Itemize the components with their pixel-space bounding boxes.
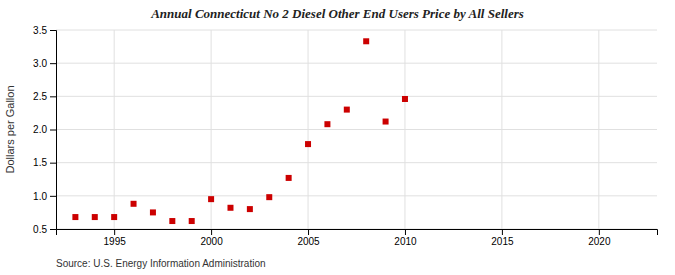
y-tick: 1.0 xyxy=(33,191,56,202)
x-grid-line xyxy=(404,30,405,229)
point xyxy=(72,214,78,220)
x-tick-label: 2010 xyxy=(394,236,417,247)
point xyxy=(150,209,156,215)
point xyxy=(305,141,311,147)
x-tick-mark xyxy=(211,229,212,235)
y-grid-line xyxy=(56,195,657,196)
y-tick-mark xyxy=(50,196,56,197)
y-tick-label: 2.5 xyxy=(33,91,47,102)
y-axis: 0.5 1.0 1.5 2.0 2.5 3.0 3.5 xyxy=(33,25,56,235)
point xyxy=(227,205,233,211)
x-tick-mark xyxy=(405,229,406,235)
y-tick-mark xyxy=(50,30,56,31)
y-tick: 3.5 xyxy=(33,25,56,36)
point xyxy=(383,119,389,125)
x-tick: 2005 xyxy=(297,229,320,247)
y-tick-label: 1.0 xyxy=(33,191,47,202)
x-grid-line xyxy=(114,30,115,229)
x-tick: 2015 xyxy=(491,229,514,247)
x-tick-label: 2000 xyxy=(200,236,223,247)
x-tick-mark xyxy=(599,229,600,235)
y-tick-label: 1.5 xyxy=(33,157,47,168)
x-tick-mark xyxy=(502,229,503,235)
y-grid-line xyxy=(56,162,657,163)
x-tick-label: 1995 xyxy=(104,236,127,247)
chart-svg: 1995 2000 2005 2010 2015 2020 0.5 1.0 1.5 2.0 2.5 3… xyxy=(0,0,675,275)
y-tick-mark xyxy=(50,163,56,164)
x-grid-line xyxy=(598,30,599,229)
point xyxy=(402,96,408,102)
point xyxy=(111,214,117,220)
y-grid-line xyxy=(56,129,657,130)
chart-container: 1995 2000 2005 2010 2015 2020 0.5 1.0 1.5 2.0 2.5 3… xyxy=(0,0,675,275)
x-tick-label: 2005 xyxy=(297,236,320,247)
y-tick-mark xyxy=(50,63,56,64)
y-tick-mark xyxy=(50,229,56,230)
x-tick-label: 2015 xyxy=(491,236,514,247)
grid xyxy=(56,30,657,229)
point xyxy=(131,201,137,207)
point xyxy=(344,107,350,113)
point xyxy=(266,194,272,200)
point xyxy=(208,196,214,202)
y-grid-line xyxy=(56,96,657,97)
x-tick: 2010 xyxy=(394,229,417,247)
y-axis-line xyxy=(50,31,57,230)
y-tick: 1.5 xyxy=(33,157,56,168)
y-tick-mark xyxy=(50,130,56,131)
title: Annual Connecticut No 2 Diesel Other End… xyxy=(150,6,524,21)
y-axis-label: Dollars per Gallon xyxy=(4,85,16,173)
y-tick-mark xyxy=(50,96,56,97)
x-axis: 1995 2000 2005 2010 2015 2020 xyxy=(57,229,658,247)
x-tick: 2020 xyxy=(588,229,611,247)
annotation: Source: U.S. Energy Information Administ… xyxy=(56,258,266,269)
x-tick-mark xyxy=(114,229,115,235)
x-tick: 1995 xyxy=(104,229,127,247)
y-grid-line xyxy=(56,63,657,64)
point xyxy=(324,121,330,127)
x-grid-line xyxy=(308,30,309,229)
point xyxy=(92,214,98,220)
x-tick-mark xyxy=(308,229,309,235)
y-grid-line xyxy=(56,30,657,31)
y-tick: 3.0 xyxy=(33,58,56,69)
x-tick-label: 2020 xyxy=(588,236,611,247)
y-tick-label: 3.0 xyxy=(33,58,47,69)
y-tick-label: 3.5 xyxy=(33,25,47,36)
plot-area: 1995 2000 2005 2010 2015 2020 0.5 1.0 1.5 2.0 2.5 3… xyxy=(33,25,657,247)
x-grid-line xyxy=(501,30,502,229)
y-tick: 0.5 xyxy=(33,224,56,235)
point xyxy=(247,206,253,212)
points xyxy=(72,38,408,224)
y-tick: 2.5 xyxy=(33,91,56,102)
y-tick-label: 2.0 xyxy=(33,124,47,135)
y-tick: 2.0 xyxy=(33,124,56,135)
y-tick-label: 0.5 xyxy=(33,224,47,235)
point xyxy=(189,218,195,224)
x-tick: 2000 xyxy=(200,229,223,247)
point xyxy=(363,38,369,44)
point xyxy=(286,175,292,181)
x-axis-line xyxy=(57,230,658,236)
point xyxy=(169,218,175,224)
